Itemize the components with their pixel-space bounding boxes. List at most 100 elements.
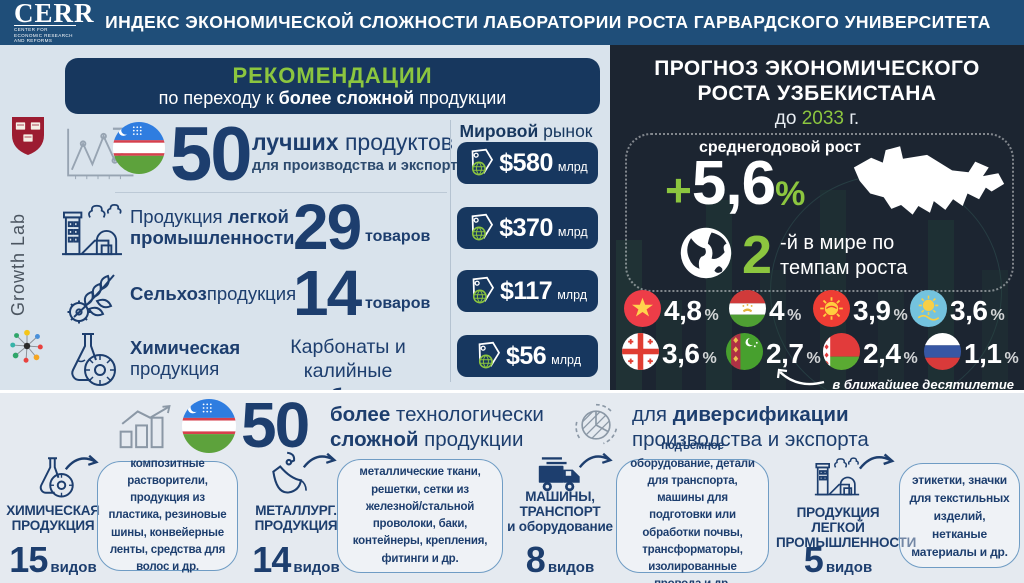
cat-line1: ПРОДУКЦИЯ ЛЕГКОЙ [796,505,880,536]
intro-rest2: продукции [418,427,524,451]
growth-percent: % [775,175,806,213]
cerr-logo: CERR CENTER FOR ECONOMIC RESEARCH AND RE… [14,0,95,44]
world-market-bold: Мировой [459,121,539,141]
forecast-title-line1: ПРОГНОЗ ЭКОНОМИЧЕСКОГО [654,57,980,80]
georgia-flag-icon [622,333,659,375]
growth-pct: % [1004,349,1019,367]
category-light-industry-count: 5 видов [776,539,900,581]
light-industry-line2: промышленности [130,227,295,249]
forecast-title-line2: РОСТА УЗБЕКИСТАНА [697,82,937,105]
chemical-label: Химическая продукция [130,337,240,380]
growth-value: 2,7 [766,338,804,369]
agro-label: Сельхозпродукция [130,283,296,304]
light-industry-label: Продукция легкой промышленности [130,206,294,249]
light-industry-bold: легкой [227,206,289,227]
tajikistan-flag-icon [729,290,766,332]
market-tag-370: $370 млрд [457,207,598,249]
country-growth-turkmenistan: 2,7% [726,333,821,375]
cat-line2: ПРОМЫШЛЕННОСТИ [776,535,917,551]
price-tag-icon [474,336,504,377]
category-chemical-count: 15 видов [0,539,106,581]
growth-plus: + [665,164,692,216]
country-growth-russia: 1,1% [924,333,1019,375]
category-metallurgy-count: 14 видов [242,539,350,581]
growth-value: 3,9 [853,295,891,326]
price-tag-icon [467,208,497,249]
country-growth-vietnam: 4,8% [624,290,719,332]
cerr-logo-text: CERR [14,0,95,29]
bottom-products-count: 50 [241,389,310,461]
turkmenistan-flag-icon [726,333,763,375]
curved-arrow-icon [302,449,338,478]
decor-bar [878,290,904,390]
tag-value: $580 [499,148,553,177]
tag-unit: млрд [557,225,588,239]
cat-count-number: 8 [525,539,546,580]
tag-unit: млрд [557,160,588,174]
kazakhstan-flag-icon [910,290,947,332]
category-light-industry-bubble: этикетки, значки для текстильных изделий… [899,463,1020,568]
top-products-sublabel: для производства и экспорта [252,158,466,174]
growth-pct: % [990,306,1005,324]
country-growth-kazakhstan: 3,6% [910,290,1005,332]
country-growth-kyrgyzstan: 3,9% [813,290,908,332]
uzbekistan-flag-icon [113,122,165,179]
growth-number: 5,6 [691,149,776,218]
growth-value: 4,8 [664,295,702,326]
subtitle-post: продукции [414,88,507,109]
forecast-until: до [774,108,802,129]
recommendations-banner: РЕКОМЕНДАЦИИ по переходу к более сложной… [65,58,600,114]
intro-bold2: сложной [330,427,419,451]
cat-count-unit: видов [50,559,97,576]
light-industry-pre: Продукция [130,206,228,227]
growth-value: 1,1 [964,338,1002,369]
category-metallurgy-label: МЕТАЛЛУРГ. ПРОДУКЦИЯ [242,503,350,533]
category-chemical-bubble: композитные растворители, продукция из п… [97,458,238,573]
avg-growth-value: + 5,6 % [665,153,805,215]
ladle-icon [266,451,310,506]
kyrgyzstan-flag-icon [813,290,850,332]
world-market-label: Мировой рынок [452,121,600,142]
cat-count-unit: видов [547,559,595,576]
uzbekistan-flag-icon [182,399,236,458]
bar-chart-icon [116,405,178,454]
uzbekistan-map-icon [850,137,1008,226]
flask-icon [58,330,122,393]
cat-count-number: 14 [252,539,291,580]
diversification-section: 50 более технологически сложной продукци… [0,390,1024,583]
curved-arrow-left-icon [774,365,826,390]
market-tag-117: $117 млрд [457,270,598,312]
rank-number: 2 [742,225,773,286]
growth-value: 3,6 [950,295,988,326]
cat-count-unit: видов [293,559,340,576]
tag-value: $56 [505,341,547,370]
light-industry-unit: товаров [365,228,431,245]
world-rank: 2 -й в мире по темпам роста [678,225,907,286]
rank-line1: -й в мире по [780,231,895,254]
price-tag-icon [468,271,498,312]
top-products-count: 50 [170,112,253,197]
growth-value: 4 [769,295,785,326]
truck-icon [528,455,582,500]
intro-bold1: более [330,403,391,426]
category-metallurgy-bubble: металлические ткани, решетки, сетки из ж… [337,459,503,573]
growth-pct: % [806,349,821,367]
cat-line2: ПРОДУКЦИЯ [11,518,95,534]
vietnam-flag-icon [624,290,661,332]
subtitle-bold: более сложной [278,88,415,109]
category-chemical-label: ХИМИЧЕСКАЯ ПРОДУКЦИЯ [0,503,106,533]
growth-value: 3,6 [662,338,700,369]
cat-line1: ХИМИЧЕСКАЯ [6,503,100,518]
page-title: ИНДЕКС ЭКОНОМИЧЕСКОЙ СЛОЖНОСТИ ЛАБОРАТОР… [105,12,991,32]
decor-bar [656,300,682,390]
cat-count-unit: видов [825,559,873,576]
forecast-year: 2033 [801,108,845,129]
category-light-industry-label: ПРОДУКЦИЯ ЛЕГКОЙ ПРОМЫШЛЕННОСТИ [776,505,916,550]
chemical-bold: Химическая [130,337,241,358]
tag-value: $117 [499,276,553,305]
curved-arrow-icon [64,451,100,480]
factory-icon [812,453,862,504]
pie-chart-icon [572,401,620,454]
market-tag-580: $580 млрд [457,142,598,184]
